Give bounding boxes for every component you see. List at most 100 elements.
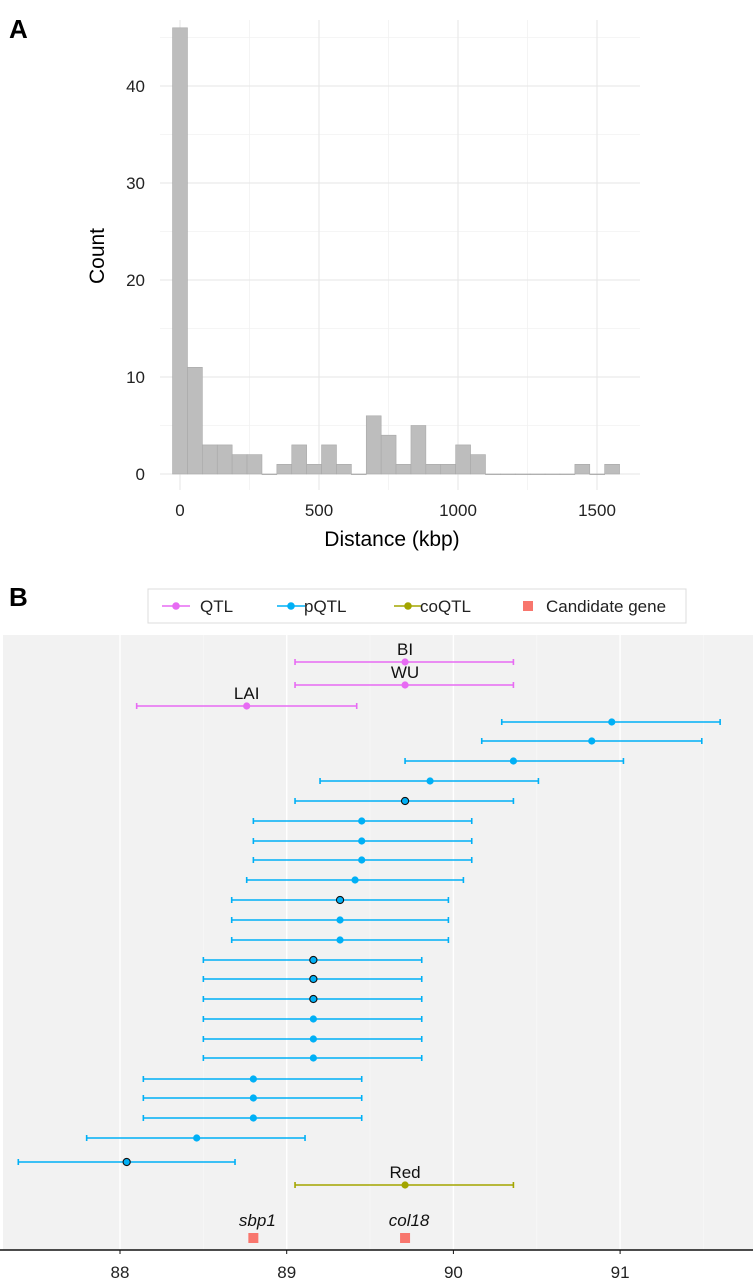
y-tick-label: 30 [126,174,145,193]
gene-label: col18 [389,1211,430,1230]
interval-pqtl [230,916,450,924]
y-tick-label: 0 [136,465,145,484]
histogram-bar [455,444,471,475]
histogram-bar [604,463,620,475]
point [426,777,434,785]
interval-qtl: BI [294,640,515,666]
histogram-panel: 0 500 1000 1500 0 10 20 30 40 [126,20,640,520]
interval-panel: BI WU LAI Red sbp1 col18 88 89 90 91 [0,635,753,1280]
point [400,796,410,806]
histogram-bar [187,366,203,475]
interval-label: LAI [234,684,260,703]
interval-label: BI [397,640,413,659]
histogram-bar [395,463,412,475]
interval-pqtl [500,718,721,726]
point [309,1054,317,1062]
point [358,817,366,825]
interval-pqtl [142,1075,363,1083]
y-tick-label: 20 [126,271,145,290]
plot-background [3,635,753,1250]
interval-pqtl [142,1094,363,1102]
interval-pqtl [230,895,450,905]
legend-label: coQTL [420,597,471,616]
interval-pqtl [319,777,540,785]
histogram-bar [291,444,307,475]
interval-qtl: LAI [135,684,358,710]
legend-label: pQTL [304,597,347,616]
point [588,737,596,745]
histogram-bar [202,444,218,475]
interval-label: Red [389,1163,420,1182]
legend-key-point [404,602,412,610]
x-tick-label: 88 [111,1263,130,1280]
point [309,1035,317,1043]
point [358,837,366,845]
interval-pqtl [202,1054,423,1062]
interval-label: WU [391,663,419,682]
legend-key-square [523,601,533,611]
y-axis-label-a: Count [86,228,109,284]
candidate-gene-marker [248,1233,259,1243]
histogram-bar [365,415,382,475]
histogram-bar [470,454,486,475]
y-tick-label: 10 [126,368,145,387]
x-tick-label: 91 [611,1263,630,1280]
point [249,1075,257,1083]
interval-pqtl [404,757,625,765]
x-tick-label: 89 [277,1263,296,1280]
histogram-bar [351,473,367,475]
interval-pqtl [202,994,423,1004]
x-tick-label: 0 [175,501,184,520]
point [309,955,318,965]
interval-pqtl [202,1015,423,1023]
legend-label: QTL [200,597,233,616]
histogram-bar [172,27,188,475]
x-tick-label: 1500 [578,501,616,520]
point [122,1157,131,1167]
x-tick-label: 90 [444,1263,463,1280]
legend-key-point [172,602,180,610]
panel-label-b: B [9,582,28,612]
interval-pqtl [245,876,465,884]
histogram-bar [514,473,531,475]
interval-pqtl [85,1134,306,1142]
histogram-bar [559,473,576,475]
legend-label: Candidate gene [546,597,666,616]
legend: QTL pQTL coQTL Candidate gene [147,588,687,624]
interval-pqtl [480,737,703,745]
histogram-bar [485,473,501,475]
interval-coqtl: Red [294,1163,515,1189]
point [309,994,318,1004]
x-axis-label-a: Distance (kbp) [324,528,459,551]
interval-pqtl [252,837,473,845]
histogram-bar [544,473,561,475]
point [336,936,344,944]
point [249,1094,257,1102]
point [309,1015,317,1023]
point [309,974,318,984]
histogram-bar [246,454,263,475]
interval-pqtl [230,936,450,944]
point [249,1114,257,1122]
x-tick-label: 500 [305,501,333,520]
histogram-bar [231,454,248,475]
histogram-bar [500,473,516,475]
interval-pqtl [17,1157,236,1167]
point [351,876,359,884]
panel-label-a: A [9,14,28,44]
point [608,718,616,726]
point [358,856,366,864]
histogram-bar [336,463,352,475]
legend-key-point [287,602,295,610]
histogram-bar [380,434,397,475]
point [335,895,345,905]
y-tick-label: 40 [126,77,145,96]
interval-pqtl [202,974,423,984]
histogram-bar [589,473,605,475]
point [243,702,251,710]
interval-pqtl [202,955,423,965]
point [401,681,409,689]
point [401,658,409,666]
histogram-bar [321,444,337,475]
